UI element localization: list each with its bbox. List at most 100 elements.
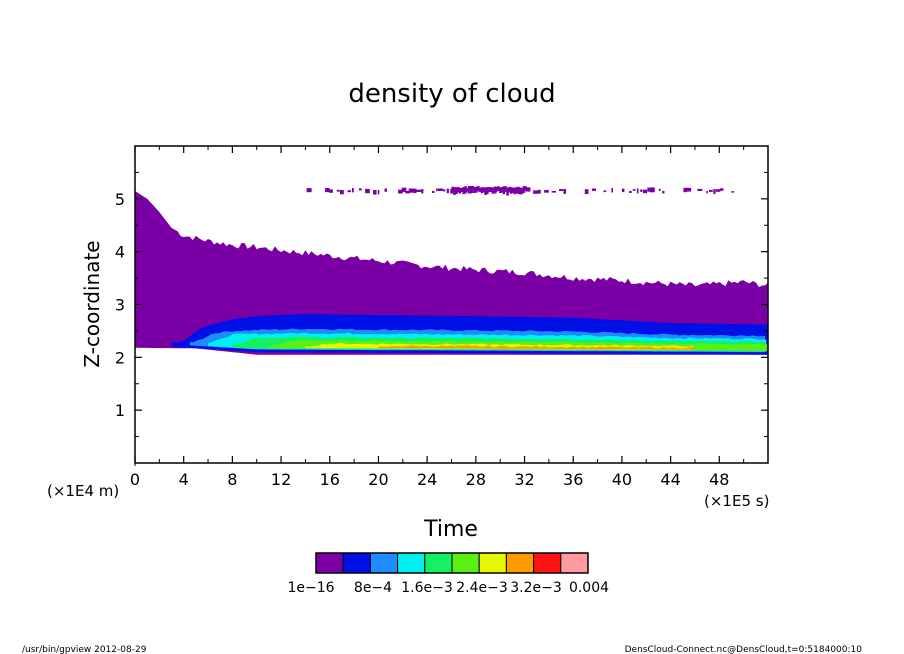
cloud-fragment: [713, 189, 716, 194]
colorbar-label: 1.6e−3: [401, 580, 453, 596]
cloud-fragment: [484, 187, 487, 195]
y-tick-label: 4: [115, 243, 125, 262]
cloud-fragment: [683, 187, 687, 193]
cloud-fragment: [437, 188, 444, 191]
cloud-fragment: [715, 189, 721, 192]
cloud-fragment: [398, 189, 403, 194]
colorbar-swatch: [451, 552, 480, 574]
cloud-fragment: [462, 187, 465, 195]
x-tick-label: 44: [660, 470, 680, 489]
cloud-fragment: [697, 188, 703, 191]
cloud-fragment: [499, 187, 502, 193]
cloud-fragment: [431, 190, 435, 193]
cloud-fragment: [658, 188, 661, 191]
x-tick-label: 20: [368, 470, 388, 489]
colorbar-swatch: [505, 552, 535, 574]
x-tick-label: 16: [320, 470, 340, 489]
cloud-fragment: [450, 188, 453, 194]
cloud-fragment: [591, 188, 596, 191]
x-tick-label: 24: [417, 470, 437, 489]
cloud-fragment: [524, 186, 527, 192]
cloud-fragment: [384, 188, 387, 192]
cloud-fragment: [401, 187, 407, 192]
cloud-fragment: [336, 189, 340, 192]
cloud-fragment: [493, 186, 496, 193]
cloud-fragment: [460, 187, 464, 192]
cloud-fragment: [377, 189, 380, 195]
cloud-fragment: [405, 190, 410, 194]
cloud-region-purple: [135, 190, 768, 355]
colorbar-swatch: [315, 552, 344, 574]
upper-cloud-fragments: [306, 185, 734, 196]
x-tick-label: 0: [130, 470, 140, 489]
cloud-fragment: [636, 188, 639, 194]
cloud-fragment: [478, 187, 482, 192]
cloud-fragment: [306, 188, 312, 193]
cloud-fragment: [662, 191, 665, 194]
cloud-fragment: [511, 187, 515, 194]
cloud-fragment: [458, 187, 462, 194]
cloud-fragment: [506, 187, 509, 196]
cloud-fragment: [559, 189, 564, 191]
x-axis-label: Time: [423, 517, 478, 542]
x-tick-label: 40: [612, 470, 632, 489]
cloud-fragment: [446, 188, 449, 194]
cloud-fragment: [352, 188, 354, 193]
cloud-fragment: [603, 190, 607, 193]
cloud-fragment: [373, 190, 377, 195]
cloud-fragment: [708, 189, 713, 192]
footer-left: /usr/bin/gpview 2012-08-29: [22, 645, 147, 654]
cloud-fragment: [611, 188, 613, 193]
cloud-fragment: [522, 186, 526, 193]
cloud-fragment: [640, 189, 643, 192]
colorbar-label: 1e−16: [287, 580, 334, 596]
x-tick-label: 32: [514, 470, 534, 489]
colorbar-swatch: [342, 552, 371, 574]
cloud-fragment: [497, 186, 500, 191]
colorbar-swatch: [533, 552, 562, 574]
cloud-fragment: [706, 191, 708, 194]
cloud-fragment: [365, 188, 370, 194]
x-tick-label: 12: [271, 470, 291, 489]
cloud-fragment: [520, 187, 524, 194]
cloud-fragment: [475, 186, 478, 193]
cloud-fragment: [473, 187, 476, 193]
cloud-fragment: [466, 187, 469, 192]
cloud-fragment: [467, 185, 471, 192]
colorbar-frame: [315, 552, 589, 574]
y-tick-label: 2: [115, 348, 125, 367]
cloud-fragment: [533, 190, 538, 194]
colorbar-swatch: [424, 552, 453, 574]
cloud-fragment: [488, 187, 491, 192]
cloud-fragment: [508, 186, 511, 193]
colorbar-label: 2.4e−3: [456, 580, 508, 596]
colorbar-swatch: [560, 552, 589, 574]
x-tick-label: 8: [227, 470, 237, 489]
x-tick-label: 36: [563, 470, 583, 489]
cloud-fragment: [647, 187, 651, 192]
cloud-fragment: [413, 188, 417, 194]
colorbar-label: 0.004: [569, 580, 609, 596]
cloud-fragment: [584, 189, 589, 194]
cloud-fragment: [416, 189, 422, 192]
cloud-fragment: [358, 188, 362, 191]
cloud-fragment: [731, 191, 734, 193]
cloud-fragment: [563, 188, 566, 194]
cloud-fragment: [495, 186, 498, 192]
cloud-fragment: [643, 189, 648, 194]
cloud-fragment: [513, 187, 517, 195]
cloud-fragment: [471, 186, 475, 190]
colorbar-swatch: [397, 552, 426, 574]
x-tick-label: 48: [709, 470, 729, 489]
x-tick-label: 28: [466, 470, 486, 489]
cloud-fragment: [526, 187, 531, 192]
cloud-fragment: [489, 187, 493, 192]
cloud-fragment: [455, 187, 458, 194]
cloud-fragment: [491, 187, 495, 194]
cloud-region-orange: [378, 345, 694, 350]
cloud-fragment: [408, 188, 414, 193]
colorbar-swatch: [369, 552, 399, 574]
cloud-fragment: [347, 190, 351, 193]
